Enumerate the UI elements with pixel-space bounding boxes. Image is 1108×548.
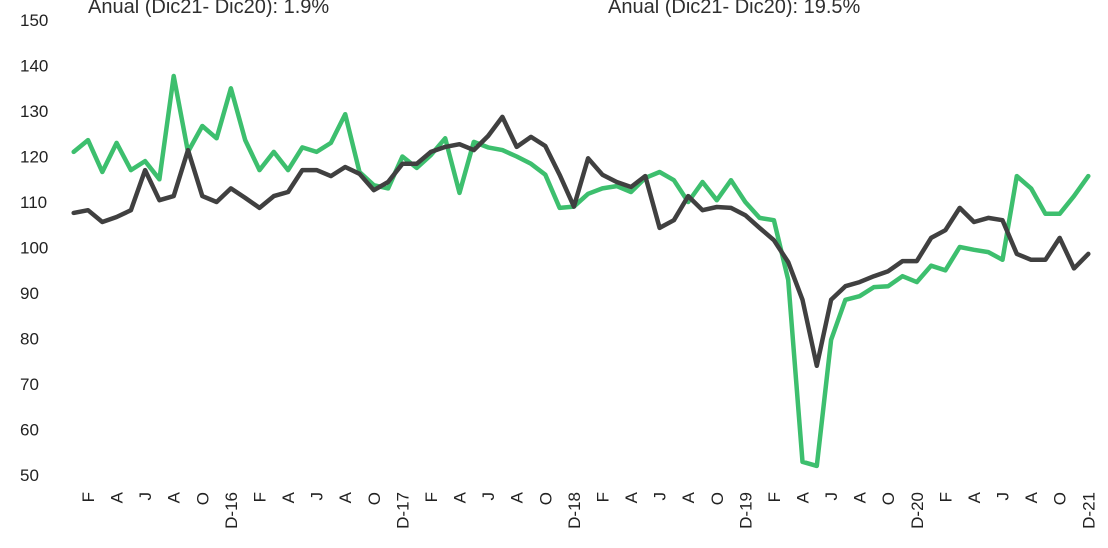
x-tick-label: D-18 (565, 492, 584, 529)
x-tick-label: A (108, 491, 127, 503)
x-tick-label: A (793, 491, 812, 503)
x-tick-label: O (879, 492, 898, 505)
x-tick-label: A (451, 491, 470, 503)
x-tick-label: D-20 (908, 492, 927, 529)
y-tick-label: 130 (20, 102, 48, 121)
x-tick-label: F (250, 492, 269, 502)
x-tick-label: F (422, 492, 441, 502)
x-tick-label: D-19 (736, 492, 755, 529)
x-tick-label: J (136, 492, 155, 501)
y-tick-label: 120 (20, 148, 48, 167)
x-tick-label: D-17 (393, 492, 412, 529)
y-tick-label: 60 (20, 421, 39, 440)
y-tick-label: 100 (20, 239, 48, 258)
x-tick-label: A (508, 491, 527, 503)
x-tick-label: A (165, 491, 184, 503)
x-tick-label: F (79, 492, 98, 502)
annotation: Anual (Dic21- Dic20): 19.5% (608, 0, 861, 18)
x-tick-label: J (651, 492, 670, 501)
x-tick-label: F (765, 492, 784, 502)
x-tick-label: O (193, 492, 212, 505)
x-tick-label: O (1051, 492, 1070, 505)
x-tick-label: J (308, 492, 327, 501)
y-tick-label: 150 (20, 11, 48, 30)
x-tick-label: A (279, 491, 298, 503)
line-series (71, 73, 1091, 469)
x-tick-label: J (822, 492, 841, 501)
x-tick-label: O (708, 492, 727, 505)
x-tick-label: F (593, 492, 612, 502)
x-tick-label: J (479, 492, 498, 501)
y-tick-label: 110 (20, 193, 47, 212)
annotation: Anual (Dic21- Dic20): 1.9% (88, 0, 329, 18)
line-series (71, 114, 1091, 369)
x-tick-label: F (936, 492, 955, 502)
y-tick-label: 50 (20, 466, 39, 485)
y-tick-label: 140 (20, 57, 48, 76)
x-tick-label: A (622, 491, 641, 503)
x-tick-label: D-21 (1079, 492, 1098, 529)
x-tick-label: A (336, 491, 355, 503)
x-tick-label: J (994, 492, 1013, 501)
x-tick-label: D-16 (222, 492, 241, 529)
y-tick-label: 90 (20, 284, 39, 303)
y-tick-label: 70 (20, 375, 39, 394)
x-tick-label: A (1022, 491, 1041, 503)
x-tick-label: A (679, 491, 698, 503)
x-tick-label: A (965, 491, 984, 503)
x-tick-label: O (365, 492, 384, 505)
x-tick-label: A (851, 491, 870, 503)
x-tick-label: O (536, 492, 555, 505)
y-tick-label: 80 (20, 330, 39, 349)
